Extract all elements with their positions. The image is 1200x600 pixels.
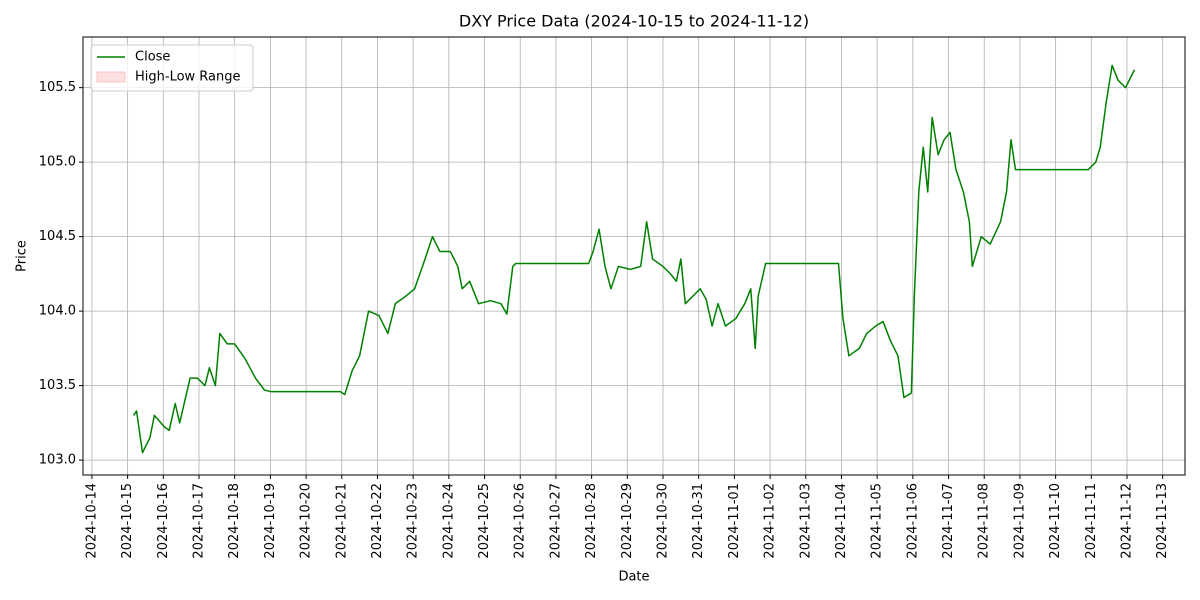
x-tick-label: 2024-11-03 [798, 483, 813, 559]
x-tick-label: 2024-10-16 [156, 483, 171, 559]
x-tick-label: 2024-11-09 [1012, 483, 1027, 559]
y-tick-label: 104.5 [39, 229, 76, 244]
x-tick-label: 2024-10-26 [513, 483, 528, 559]
y-tick-label: 103.5 [39, 378, 76, 393]
x-tick-label: 2024-10-29 [620, 483, 635, 559]
x-tick-label: 2024-10-25 [477, 483, 492, 559]
x-tick-label: 2024-10-14 [84, 483, 99, 559]
price-line [132, 64, 1136, 454]
x-tick-label: 2024-10-20 [299, 483, 314, 559]
x-tick-label: 2024-10-24 [441, 483, 456, 559]
x-tick-label: 2024-10-23 [406, 483, 421, 559]
x-tick-label: 2024-11-12 [1120, 483, 1135, 559]
legend-box [90, 44, 254, 92]
y-tick-label: 105.0 [39, 155, 76, 170]
plot-frame [82, 36, 1186, 476]
x-axis-label: Date [618, 570, 649, 585]
x-tick-label: 2024-10-31 [691, 483, 706, 559]
x-tick-label: 2024-11-10 [1048, 483, 1063, 559]
x-tick-label: 2024-11-01 [727, 483, 742, 559]
x-tick-label: 2024-10-18 [227, 483, 242, 559]
x-tick-label: 2024-11-04 [834, 483, 849, 559]
legend-swatch [96, 71, 126, 83]
x-tick-label: 2024-11-13 [1155, 483, 1170, 559]
x-tick-label: 2024-10-17 [192, 483, 207, 559]
x-tick-label: 2024-10-30 [656, 483, 671, 559]
chart-title: DXY Price Data (2024-10-15 to 2024-11-12… [459, 12, 809, 31]
x-tick-label: 2024-11-06 [905, 483, 920, 559]
x-tick-label: 2024-10-22 [370, 483, 385, 559]
x-tick-label: 2024-10-19 [263, 483, 278, 559]
y-tick-label: 103.0 [39, 453, 76, 468]
x-tick-label: 2024-11-08 [977, 483, 992, 559]
x-tick-label: 2024-11-02 [763, 483, 778, 559]
x-tick-label: 2024-11-07 [941, 483, 956, 559]
x-tick-label: 2024-10-27 [548, 483, 563, 559]
y-tick-label: 105.5 [39, 80, 76, 95]
x-tick-label: 2024-11-11 [1084, 483, 1099, 559]
y-axis-label: Price [15, 240, 30, 272]
y-tick-label: 104.0 [39, 304, 76, 319]
x-tick-label: 2024-10-21 [334, 483, 349, 559]
x-tick-label: 2024-11-05 [870, 483, 885, 559]
x-tick-label: 2024-10-15 [120, 483, 135, 559]
legend-label: Close [135, 50, 170, 65]
x-tick-label: 2024-10-28 [584, 483, 599, 559]
legend-label: High-Low Range [135, 70, 241, 85]
